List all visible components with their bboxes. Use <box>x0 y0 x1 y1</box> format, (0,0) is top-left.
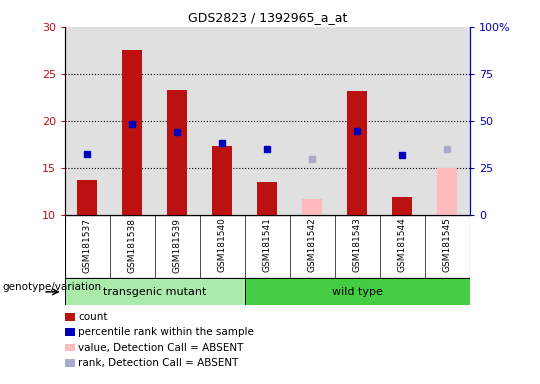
Text: wild type: wild type <box>332 287 383 297</box>
Bar <box>77 180 97 215</box>
Text: value, Detection Call = ABSENT: value, Detection Call = ABSENT <box>78 343 244 353</box>
Text: percentile rank within the sample: percentile rank within the sample <box>78 327 254 337</box>
Bar <box>122 50 143 215</box>
Text: GSM181545: GSM181545 <box>443 218 452 273</box>
Bar <box>392 197 413 215</box>
Bar <box>245 278 470 305</box>
Bar <box>302 199 322 215</box>
Text: transgenic mutant: transgenic mutant <box>103 287 206 297</box>
Text: genotype/variation: genotype/variation <box>3 282 102 292</box>
Text: GSM181543: GSM181543 <box>353 218 362 273</box>
Text: GSM181542: GSM181542 <box>308 218 317 272</box>
Title: GDS2823 / 1392965_a_at: GDS2823 / 1392965_a_at <box>187 11 347 24</box>
Text: count: count <box>78 312 108 322</box>
Bar <box>65 278 245 305</box>
Text: GSM181541: GSM181541 <box>263 218 272 273</box>
Bar <box>212 146 232 215</box>
Bar <box>257 182 278 215</box>
Bar <box>347 91 367 215</box>
Text: GSM181537: GSM181537 <box>83 218 92 273</box>
Text: GSM181540: GSM181540 <box>218 218 227 273</box>
Text: GSM181544: GSM181544 <box>398 218 407 272</box>
Text: rank, Detection Call = ABSENT: rank, Detection Call = ABSENT <box>78 358 239 368</box>
Bar <box>167 90 187 215</box>
Text: GSM181538: GSM181538 <box>128 218 137 273</box>
Bar <box>437 168 457 215</box>
Text: GSM181539: GSM181539 <box>173 218 182 273</box>
